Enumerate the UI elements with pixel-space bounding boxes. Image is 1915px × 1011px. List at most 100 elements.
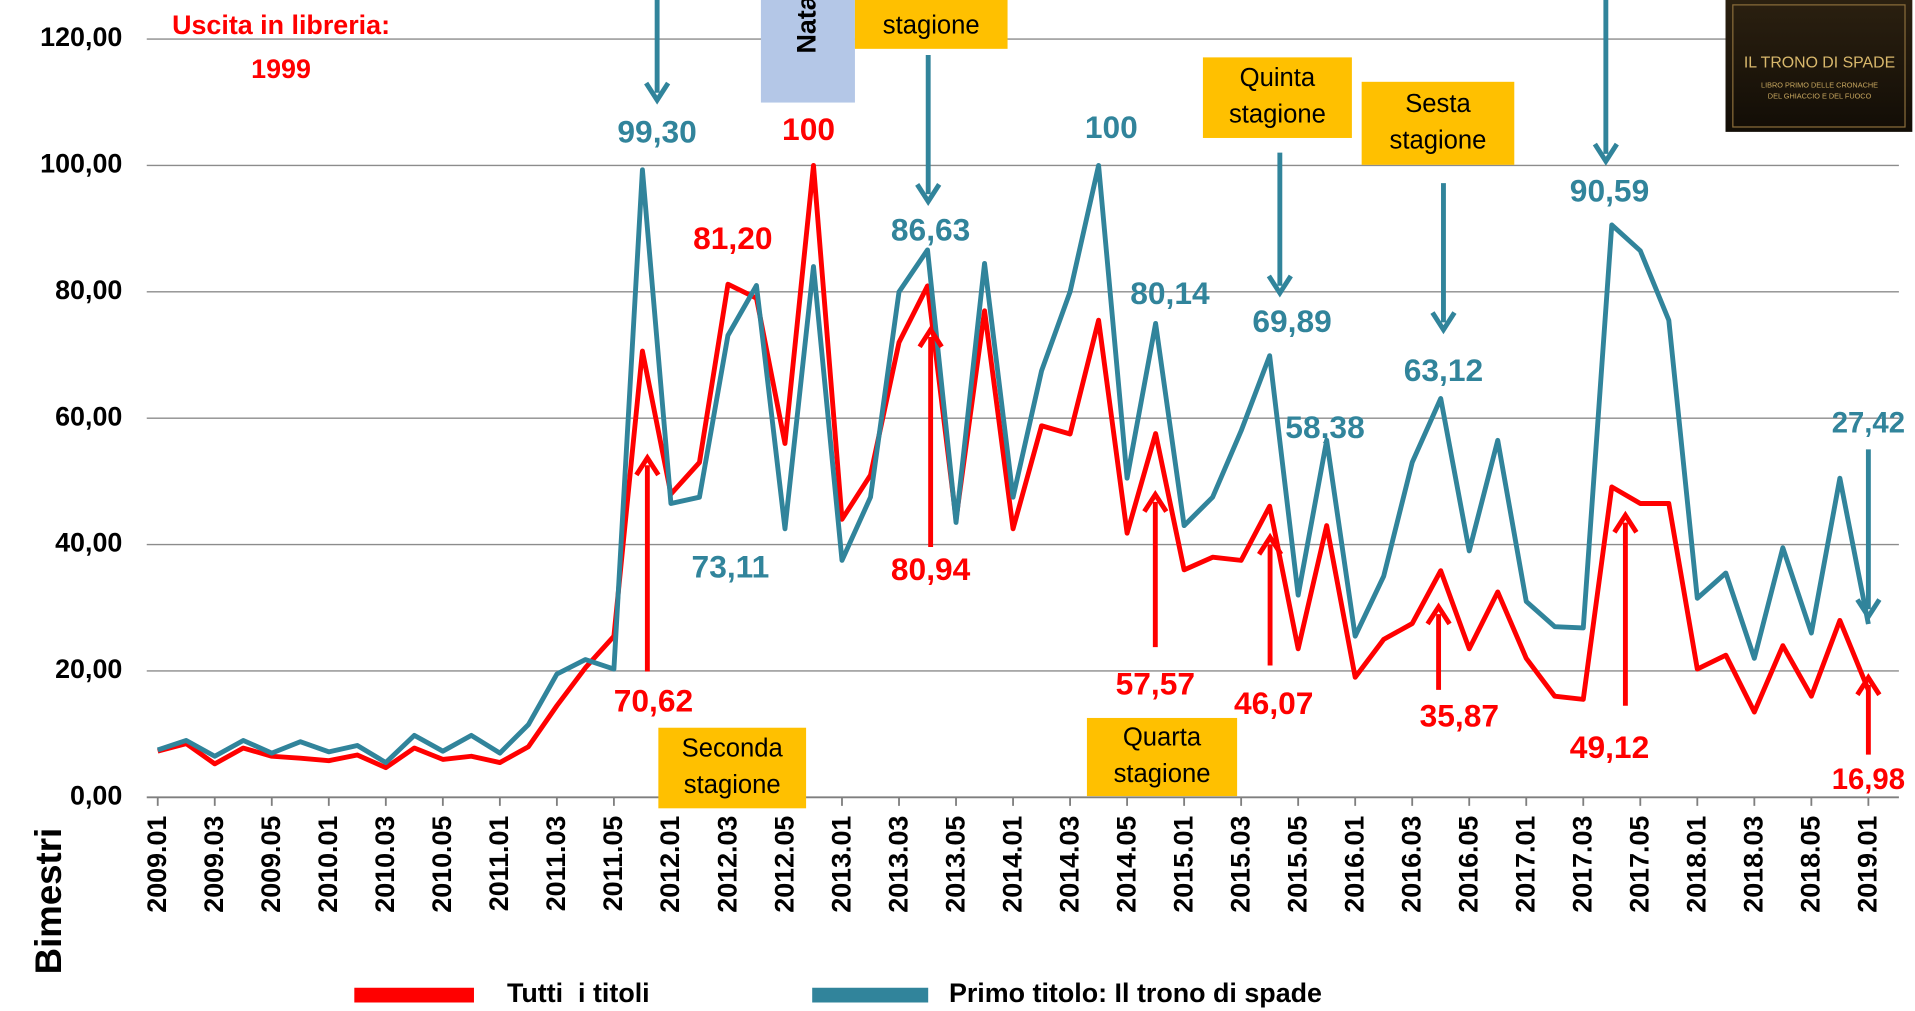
x-tick-label: 2016.03	[1397, 816, 1427, 913]
season-box	[1086, 717, 1238, 797]
y-tick-label: 40,00	[55, 528, 122, 558]
arrow-head	[1855, 598, 1882, 622]
annotation: 69,89	[1252, 303, 1331, 339]
x-tick-label: 2017.03	[1568, 816, 1598, 913]
x-tick-label: 2015.05	[1282, 816, 1312, 913]
arrow-head	[634, 453, 661, 477]
x-tick-label: 2014.05	[1111, 816, 1141, 913]
annotation: 70,62	[614, 683, 693, 719]
annotation: 27,42	[1832, 407, 1905, 440]
x-tick-label: 2013.01	[826, 816, 856, 913]
arrow-head	[1142, 489, 1169, 513]
x-tick-label: 2014.03	[1054, 816, 1084, 913]
x-tick-label: 2009.01	[142, 816, 172, 913]
arrow-head	[917, 325, 944, 349]
x-tick-label: 2010.05	[427, 816, 457, 913]
series-line	[157, 163, 1871, 771]
x-tick-label: 2012.01	[655, 816, 685, 913]
x-tick-label: 2014.01	[997, 816, 1027, 913]
annotation: 1999	[251, 54, 311, 84]
arrow-head	[1266, 274, 1293, 298]
x-tick-label: 2016.01	[1339, 816, 1369, 913]
annotation: Uscita in libreria:	[172, 10, 390, 40]
annotation: 100	[782, 111, 835, 147]
annotation: 81,20	[693, 220, 772, 256]
series-line	[156, 163, 1871, 766]
annotation: 80,94	[891, 551, 971, 587]
annotation: 58,38	[1285, 409, 1364, 445]
arrow-head	[1430, 311, 1457, 335]
annotation: 86,63	[891, 211, 970, 247]
annotation: 63,12	[1404, 352, 1483, 388]
annotation: 49,12	[1570, 729, 1649, 765]
arrow-head	[1612, 510, 1639, 534]
season-box	[658, 727, 807, 809]
x-tick-label: 2015.03	[1225, 816, 1255, 913]
season-box	[1202, 57, 1352, 138]
x-tick-label: 2018.03	[1739, 816, 1769, 913]
x-tick-label: 2016.05	[1454, 816, 1484, 913]
annotation: 57,57	[1116, 666, 1195, 702]
x-tick-label: 2009.05	[256, 816, 286, 913]
x-tick-label: 2013.05	[940, 816, 970, 913]
x-tick-label: 2011.03	[541, 816, 571, 912]
y-tick-label: 120,00	[40, 22, 122, 52]
season-box-label: stagione	[684, 771, 781, 799]
season-box-label: Quinta	[1240, 64, 1316, 92]
legend-label: Primo titolo: Il trono di spade	[949, 978, 1322, 1008]
season-box-label: Seconda	[682, 734, 784, 762]
annotation: 100	[1085, 109, 1138, 145]
book-subtitle: DEL GHIACCIO E DEL FUOCO	[1768, 91, 1872, 100]
y-tick-label: 0,00	[70, 780, 122, 810]
x-tick-label: 2012.05	[769, 816, 799, 913]
x-tick-label: 2012.03	[712, 816, 742, 913]
season-box	[760, 0, 855, 103]
x-tick-label: 2010.01	[313, 816, 343, 913]
season-box-label: stagione	[1229, 101, 1326, 129]
season-box-label: Quarta	[1123, 723, 1202, 751]
x-tick-label: 2010.03	[370, 816, 400, 913]
book-cover	[1725, 0, 1913, 132]
arrow-head	[1257, 532, 1284, 556]
season-box-label: stagione	[883, 12, 980, 40]
y-tick-label: 80,00	[55, 275, 122, 305]
x-tick-label: 2018.01	[1682, 816, 1712, 913]
x-tick-label: 2015.01	[1168, 816, 1198, 913]
arrow-head	[644, 81, 671, 105]
legend-label: Tutti i titoli	[507, 978, 650, 1008]
x-tick-label: 2011.01	[484, 816, 514, 912]
x-axis-title: Bimestri	[28, 828, 69, 975]
book-frame	[1732, 4, 1906, 128]
season-box-label: Sesta	[1405, 90, 1471, 118]
season-box	[1361, 81, 1515, 165]
season-box	[854, 0, 1008, 49]
x-tick-label: 2018.05	[1796, 816, 1826, 913]
arrow-head	[1855, 673, 1882, 697]
y-tick-label: 60,00	[55, 401, 122, 431]
annotation: 90,59	[1570, 172, 1649, 208]
x-tick-label: 2019.01	[1853, 816, 1883, 913]
annotation: 46,07	[1234, 685, 1313, 721]
season-box-label: stagione	[1114, 760, 1211, 788]
x-tick-label: 2017.05	[1625, 816, 1655, 913]
annotation: 35,87	[1420, 697, 1499, 733]
x-tick-label: 2009.03	[199, 816, 229, 913]
annotation: 16,98	[1832, 763, 1905, 796]
x-tick-label: 2013.03	[883, 816, 913, 913]
x-tick-label: 2017.01	[1511, 816, 1541, 913]
x-tick-label: 2011.05	[598, 816, 628, 912]
season-box-label: Nata	[792, 0, 822, 54]
y-tick-label: 20,00	[55, 654, 122, 684]
arrow-head	[1592, 142, 1619, 166]
arrow-head	[1425, 602, 1452, 626]
book-title: IL TRONO DI SPADE	[1744, 55, 1895, 72]
book-subtitle: LIBRO PRIMO DELLE CRONACHE	[1761, 80, 1878, 89]
annotation: 80,14	[1130, 275, 1210, 311]
season-box-label: stagione	[1390, 126, 1487, 154]
y-tick-label: 100,00	[40, 149, 122, 179]
annotation: 73,11	[692, 548, 770, 584]
annotation: 99,30	[617, 114, 696, 150]
arrow-head	[915, 183, 942, 206]
